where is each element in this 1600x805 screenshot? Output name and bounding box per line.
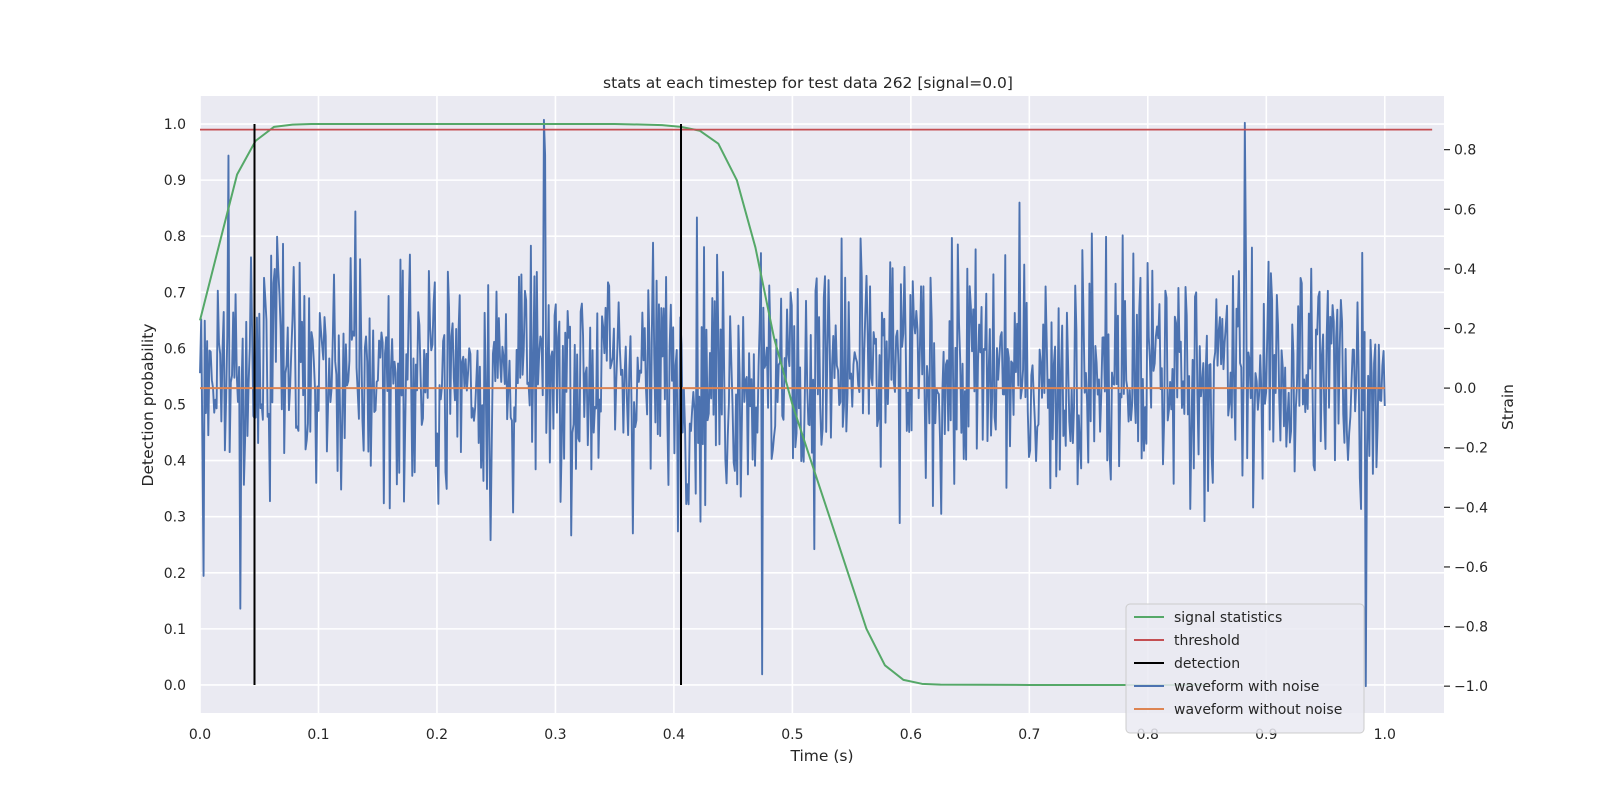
- y-left-tick-label: 0.6: [164, 341, 186, 357]
- y-left-tick-label: 1.0: [164, 117, 186, 133]
- x-tick-label: 0.3: [544, 727, 566, 743]
- x-tick-label: 0.0: [189, 727, 211, 743]
- legend-box: [1125, 603, 1365, 734]
- x-tick-label: 0.1: [307, 727, 329, 743]
- legend-item-label: threshold: [1174, 633, 1240, 649]
- series-layer: [199, 118, 1433, 688]
- x-axis-label: Time (s): [789, 747, 853, 765]
- x-tick-label: 1.0: [1374, 727, 1396, 743]
- chart-title: stats at each timestep for test data 262…: [603, 74, 1013, 92]
- y-left-tick-label: 0.7: [164, 285, 186, 301]
- y-left-tick-label: 0.5: [164, 398, 186, 414]
- x-tick-label: 0.5: [781, 727, 803, 743]
- y-left-tick-label: 0.0: [164, 678, 186, 694]
- legend-item-label: detection: [1174, 656, 1240, 672]
- x-tick-label: 0.6: [900, 727, 922, 743]
- y-right-tick-label: −0.6: [1454, 560, 1488, 576]
- legend-item-label: waveform without noise: [1174, 702, 1342, 718]
- x-tick-label: 0.7: [1018, 727, 1040, 743]
- x-tick-label: 0.4: [663, 727, 685, 743]
- y-left-tick-label: 0.4: [164, 454, 186, 470]
- y-right-tick-label: −0.8: [1454, 620, 1488, 636]
- left-y-axis-ticks: 0.0 0.1 0.2 0.3 0.4 0.5 0.6 0.7 0.8 0.9 1.0: [164, 117, 186, 694]
- y-left-tick-label: 0.8: [164, 229, 186, 245]
- y-right-tick-label: −1.0: [1454, 679, 1488, 695]
- legend-item-label: waveform with noise: [1174, 679, 1319, 695]
- y-right-tick-label: 0.2: [1454, 321, 1476, 337]
- legend-item-label: signal statistics: [1174, 610, 1282, 626]
- x-tick-label: 0.2: [426, 727, 448, 743]
- y-left-tick-label: 0.3: [164, 510, 186, 526]
- legend: signal statistics threshold detection wavef…: [1125, 603, 1365, 734]
- y-right-tick-label: 0.8: [1454, 143, 1476, 159]
- y-right-tick-label: −0.2: [1454, 441, 1488, 457]
- right-y-axis-ticks: −1.0 −0.8 −0.6 −0.4 −0.2 0.0 0.2 0.4 0.6 0.8: [1444, 143, 1488, 695]
- left-y-axis-label: Detection probability: [139, 324, 157, 487]
- y-right-tick-label: 0.4: [1454, 262, 1476, 278]
- series-signal-statistics: [199, 123, 1208, 686]
- y-right-tick-label: −0.4: [1454, 500, 1488, 516]
- y-left-tick-label: 0.1: [164, 622, 186, 638]
- series-waveform-with-noise: [199, 118, 1386, 688]
- y-right-tick-label: 0.6: [1454, 202, 1476, 218]
- y-left-tick-label: 0.9: [164, 173, 186, 189]
- y-left-tick-label: 0.2: [164, 566, 186, 582]
- right-y-axis-label: Strain: [1499, 384, 1517, 430]
- y-right-tick-label: 0.0: [1454, 381, 1476, 397]
